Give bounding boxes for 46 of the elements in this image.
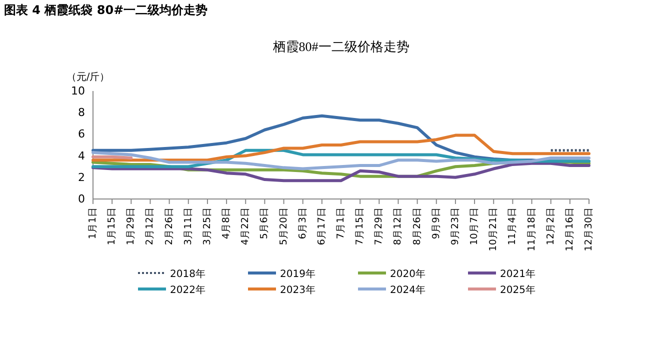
- y-tick-label: 0: [78, 192, 85, 206]
- x-tick-label: 2月12日: [144, 207, 156, 246]
- legend-label: 2020年: [390, 268, 426, 280]
- y-tick-label: 4: [78, 149, 85, 162]
- x-tick-label: 10月21日: [488, 207, 500, 252]
- y-tick-label: 6: [78, 128, 85, 141]
- x-tick-label: 7月29日: [374, 207, 385, 246]
- x-tick-label: 8月12日: [392, 207, 404, 246]
- x-tick-label: 6月3日: [297, 207, 308, 240]
- legend-label: 2021年: [500, 268, 536, 280]
- legend-label: 2025年: [500, 284, 536, 296]
- y-tick-label: 10: [71, 84, 85, 98]
- x-tick-label: 3月25日: [202, 207, 213, 246]
- legend-label: 2018年: [170, 268, 206, 280]
- chart-subtitle: 栖霞80#一二级价格走势: [272, 39, 410, 54]
- chart-title: 图表 4 栖霞纸袋 80#一二级均价走势: [4, 3, 208, 17]
- legend-label: 2024年: [390, 284, 426, 296]
- x-tick-label: 12月30日: [584, 207, 594, 252]
- y-tick-label: 8: [78, 106, 85, 120]
- x-tick-label: 1月15日: [106, 207, 118, 246]
- x-tick-label: 1月1日: [88, 207, 98, 240]
- x-tick-label: 4月22日: [240, 207, 252, 246]
- legend-label: 2022年: [170, 284, 206, 296]
- x-tick-label: 8月26日: [412, 207, 423, 246]
- legend-label: 2023年: [280, 284, 316, 296]
- x-tick-label: 12月16日: [564, 207, 576, 252]
- y-tick-label: 2: [78, 170, 85, 184]
- x-tick-label: 12月2日: [545, 207, 556, 246]
- x-tick-label: 10月7日: [469, 207, 480, 246]
- x-tick-label: 2月26日: [164, 207, 175, 246]
- x-tick-label: 7月1日: [336, 207, 346, 240]
- x-tick-label: 9月23日: [450, 207, 461, 246]
- y-axis-title: （元/斤）: [66, 71, 110, 83]
- x-tick-label: 11月18日: [526, 207, 538, 252]
- x-tick-label: 4月8日: [221, 207, 232, 240]
- x-tick-label: 5月20日: [278, 207, 290, 246]
- line-series: [92, 134, 590, 162]
- x-tick-label: 3月11日: [182, 207, 194, 246]
- x-tick-label: 9月9日: [430, 207, 442, 240]
- line-series: [92, 162, 590, 182]
- x-tick-label: 7月15日: [354, 207, 366, 246]
- x-tick-label: 6月17日: [316, 207, 328, 246]
- legend-label: 2019年: [280, 268, 316, 280]
- x-tick-label: 5月6日: [259, 207, 270, 240]
- x-tick-label: 11月4日: [507, 207, 518, 246]
- x-tick-label: 1月29日: [126, 207, 137, 246]
